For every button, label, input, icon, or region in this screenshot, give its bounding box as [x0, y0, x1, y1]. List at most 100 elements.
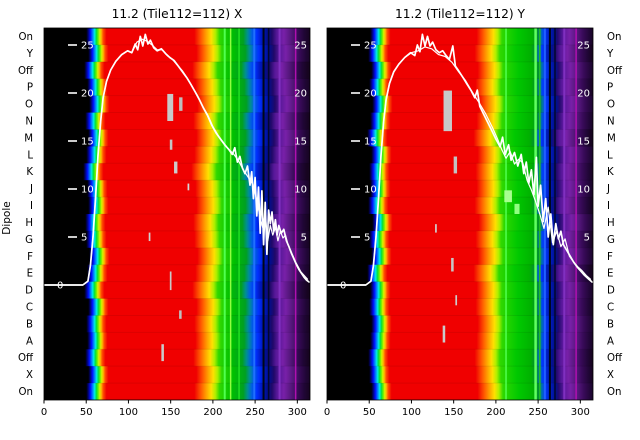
- spectrogram-row-group: [44, 146, 310, 164]
- db-tick-label: 10: [364, 185, 377, 196]
- dipole-label-left: B: [26, 319, 33, 330]
- dipole-label-right: J: [606, 184, 610, 195]
- db-tick-label: 10: [81, 185, 94, 196]
- spectrogram-row-group: [327, 112, 593, 131]
- dipole-label-right: E: [607, 269, 613, 280]
- spectrogram-row-group: [44, 332, 310, 350]
- dipole-label-right: On: [607, 387, 621, 398]
- spectrogram-row-group: [44, 95, 310, 114]
- glitch-patch: [161, 344, 164, 362]
- glitch-patch: [514, 203, 520, 214]
- spectrogram-row: [44, 366, 310, 384]
- dipole-label-right: On: [607, 32, 621, 43]
- spectrogram-row: [44, 332, 310, 350]
- glitch-patch: [443, 90, 452, 132]
- spectrogram-row: [327, 247, 593, 266]
- feature-line: [548, 28, 551, 400]
- dipole-label-right: C: [607, 303, 614, 314]
- spectrogram-row-group: [327, 349, 593, 367]
- spectrogram-row: [327, 332, 593, 350]
- dipole-label-right: P: [607, 83, 613, 94]
- spectrogram-row: [327, 95, 593, 114]
- dipole-label-right: G: [607, 235, 615, 246]
- x-tick-label: 50: [80, 407, 93, 418]
- db-tick-label: 15: [364, 137, 377, 148]
- spectrogram-row-group: [44, 383, 310, 400]
- spectrogram-row-group: [44, 349, 310, 367]
- glitch-patch: [504, 190, 512, 203]
- db-right-label: 10: [294, 185, 307, 196]
- spectrogram-row: [44, 61, 310, 80]
- glitch-patch: [169, 271, 172, 291]
- feature-line: [262, 28, 265, 400]
- glitch-patch: [453, 156, 458, 174]
- panel-x: [44, 28, 310, 400]
- spectrogram-row: [327, 366, 593, 384]
- dipole-label-right: M: [607, 133, 616, 144]
- glitch-patch: [455, 295, 458, 306]
- db-tick-label: 20: [364, 89, 377, 100]
- glitch-patch: [174, 161, 178, 174]
- dipole-label-left: L: [27, 150, 33, 161]
- dipole-label-right: Off: [607, 66, 623, 77]
- spectrogram-row: [327, 214, 593, 232]
- dipole-label-right: L: [607, 150, 613, 161]
- spectrogram-row-group: [44, 44, 310, 63]
- db-right-label: 10: [577, 185, 590, 196]
- x-tick-label: 50: [363, 407, 376, 418]
- spectrogram-row-group: [327, 214, 593, 232]
- spectrogram-row: [44, 298, 310, 317]
- glitch-patch: [187, 183, 190, 191]
- spectrogram-row: [327, 298, 593, 317]
- x-tick-label: 250: [529, 407, 548, 418]
- spectrogram-row-group: [44, 129, 310, 147]
- x-tick-label: 150: [161, 407, 180, 418]
- spectrogram-row-group: [327, 332, 593, 350]
- spectrogram-row: [44, 230, 310, 249]
- spectrogram-row: [44, 214, 310, 232]
- spectrogram-row: [327, 230, 593, 249]
- panel-title-y-pol: 11.2 (Tile112=112) Y: [395, 7, 525, 21]
- spectrogram-row: [44, 281, 310, 300]
- spectrogram-row: [327, 383, 593, 400]
- dipole-label-left: I: [30, 201, 33, 212]
- spectrogram-row: [44, 28, 310, 46]
- dipole-label-left: H: [25, 218, 33, 229]
- spectrogram-row: [44, 78, 310, 97]
- spectrogram-row-group: [44, 112, 310, 131]
- spectrogram-row: [44, 383, 310, 400]
- db-right-label: 5: [301, 233, 307, 244]
- glitch-patch: [451, 257, 454, 272]
- spectrogram-row-group: [44, 28, 310, 46]
- bandpass-curve: [327, 46, 592, 286]
- db-right-label: 20: [577, 89, 590, 100]
- dipole-label-right: F: [607, 252, 613, 263]
- dipole-label-left: K: [26, 167, 33, 178]
- dipole-label-left: P: [27, 83, 33, 94]
- db-tick-label: 5: [81, 233, 87, 244]
- spectrogram-row-group: [327, 315, 593, 333]
- dipole-label-left: F: [27, 252, 33, 263]
- x-tick-label: 250: [246, 407, 265, 418]
- spectrogram-row-group: [327, 95, 593, 114]
- spectrogram-row-group: [327, 61, 593, 80]
- feature-line: [505, 28, 507, 400]
- spectrogram-row-group: [44, 214, 310, 232]
- dipole-label-left: On: [19, 387, 33, 398]
- db-right-label: 15: [294, 137, 307, 148]
- x-tick-label: 0: [324, 407, 330, 418]
- spectrogram-row: [327, 44, 593, 63]
- feature-line: [253, 28, 256, 400]
- spectrogram-row: [44, 315, 310, 333]
- spectrogram-row-group: [44, 230, 310, 249]
- dipole-label-right: B: [607, 319, 614, 330]
- spectrogram-row: [327, 129, 593, 147]
- db-tick-label: 25: [364, 41, 377, 52]
- db-right-label: 15: [577, 137, 590, 148]
- db-right-label: 25: [294, 41, 307, 52]
- dipole-label-left: D: [25, 286, 33, 297]
- dipole-label-right: H: [607, 218, 615, 229]
- x-tick-label: 200: [203, 407, 222, 418]
